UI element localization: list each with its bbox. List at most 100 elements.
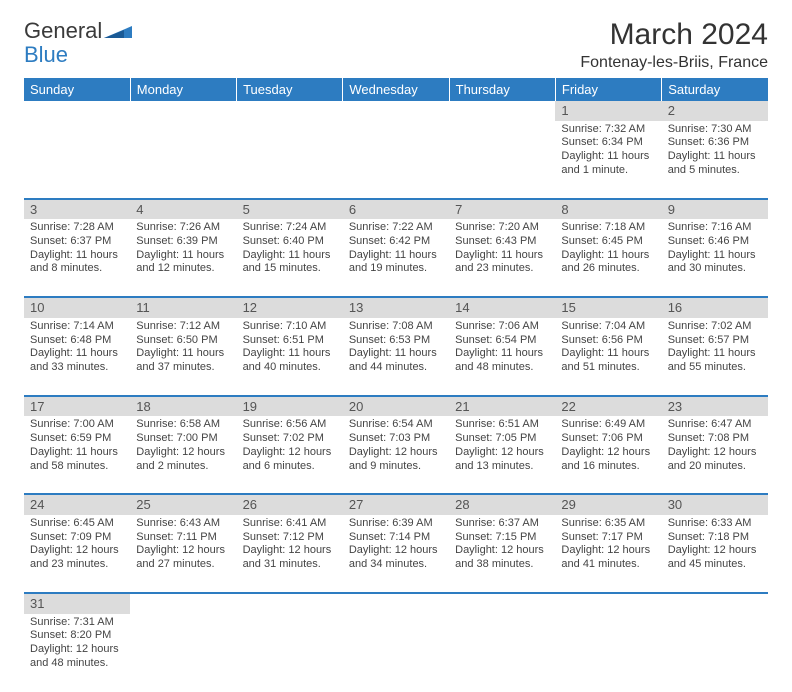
day-number-cell bbox=[237, 101, 343, 121]
day-number-cell bbox=[24, 101, 130, 121]
day-number-cell: 10 bbox=[24, 297, 130, 318]
day-cell bbox=[237, 121, 343, 199]
day-text: Daylight: 12 hours and 13 minutes. bbox=[455, 446, 549, 474]
sunset-text: Sunset: 6:39 PM bbox=[136, 235, 230, 249]
day-cell: Sunrise: 7:02 AMSunset: 6:57 PMDaylight:… bbox=[662, 318, 768, 396]
sunrise-text: Sunrise: 6:54 AM bbox=[349, 418, 443, 432]
day-number-cell: 5 bbox=[237, 199, 343, 220]
day-cell: Sunrise: 6:47 AMSunset: 7:08 PMDaylight:… bbox=[662, 416, 768, 494]
sunrise-text: Sunrise: 6:45 AM bbox=[30, 517, 124, 531]
day-text: Daylight: 11 hours and 40 minutes. bbox=[243, 347, 337, 375]
day-number-cell bbox=[449, 101, 555, 121]
day-text: Daylight: 12 hours and 20 minutes. bbox=[668, 446, 762, 474]
day-number-cell bbox=[343, 593, 449, 614]
day-info: Sunrise: 7:24 AMSunset: 6:40 PMDaylight:… bbox=[237, 219, 343, 280]
day-cell bbox=[449, 121, 555, 199]
sunset-text: Sunset: 6:36 PM bbox=[668, 136, 762, 150]
day-text: Daylight: 11 hours and 30 minutes. bbox=[668, 249, 762, 277]
day-number-cell: 31 bbox=[24, 593, 130, 614]
sunrise-text: Sunrise: 7:18 AM bbox=[561, 221, 655, 235]
day-cell: Sunrise: 7:06 AMSunset: 6:54 PMDaylight:… bbox=[449, 318, 555, 396]
day-cell: Sunrise: 6:58 AMSunset: 7:00 PMDaylight:… bbox=[130, 416, 236, 494]
day-cell: Sunrise: 7:20 AMSunset: 6:43 PMDaylight:… bbox=[449, 219, 555, 297]
day-text: Daylight: 12 hours and 45 minutes. bbox=[668, 544, 762, 572]
day-info: Sunrise: 7:16 AMSunset: 6:46 PMDaylight:… bbox=[662, 219, 768, 280]
day-info-row: Sunrise: 7:31 AMSunset: 8:20 PMDaylight:… bbox=[24, 614, 768, 692]
day-cell: Sunrise: 6:54 AMSunset: 7:03 PMDaylight:… bbox=[343, 416, 449, 494]
logo-text-blue: Blue bbox=[24, 42, 68, 68]
day-number-cell: 3 bbox=[24, 199, 130, 220]
sunrise-text: Sunrise: 7:24 AM bbox=[243, 221, 337, 235]
day-text: Daylight: 12 hours and 6 minutes. bbox=[243, 446, 337, 474]
day-cell: Sunrise: 6:56 AMSunset: 7:02 PMDaylight:… bbox=[237, 416, 343, 494]
sunset-text: Sunset: 6:42 PM bbox=[349, 235, 443, 249]
day-info-row: Sunrise: 7:14 AMSunset: 6:48 PMDaylight:… bbox=[24, 318, 768, 396]
day-number-cell: 20 bbox=[343, 396, 449, 417]
day-text: Daylight: 12 hours and 31 minutes. bbox=[243, 544, 337, 572]
day-info-row: Sunrise: 7:28 AMSunset: 6:37 PMDaylight:… bbox=[24, 219, 768, 297]
day-info: Sunrise: 7:26 AMSunset: 6:39 PMDaylight:… bbox=[130, 219, 236, 280]
day-text: Daylight: 11 hours and 44 minutes. bbox=[349, 347, 443, 375]
day-number-cell: 27 bbox=[343, 494, 449, 515]
day-cell: Sunrise: 7:30 AMSunset: 6:36 PMDaylight:… bbox=[662, 121, 768, 199]
day-number-cell: 11 bbox=[130, 297, 236, 318]
day-info: Sunrise: 6:33 AMSunset: 7:18 PMDaylight:… bbox=[662, 515, 768, 576]
day-text: Daylight: 12 hours and 2 minutes. bbox=[136, 446, 230, 474]
day-number-cell bbox=[449, 593, 555, 614]
day-cell bbox=[449, 614, 555, 692]
day-text: Daylight: 12 hours and 16 minutes. bbox=[561, 446, 655, 474]
sunset-text: Sunset: 7:02 PM bbox=[243, 432, 337, 446]
day-info: Sunrise: 6:54 AMSunset: 7:03 PMDaylight:… bbox=[343, 416, 449, 477]
sunset-text: Sunset: 6:59 PM bbox=[30, 432, 124, 446]
header: General March 2024 Fontenay-les-Briis, F… bbox=[24, 18, 768, 72]
sunrise-text: Sunrise: 6:43 AM bbox=[136, 517, 230, 531]
logo-text-general: General bbox=[24, 18, 102, 44]
day-number-cell bbox=[343, 101, 449, 121]
sunrise-text: Sunrise: 7:00 AM bbox=[30, 418, 124, 432]
sunset-text: Sunset: 6:53 PM bbox=[349, 334, 443, 348]
day-number-cell: 2 bbox=[662, 101, 768, 121]
sunset-text: Sunset: 7:08 PM bbox=[668, 432, 762, 446]
sunrise-text: Sunrise: 6:35 AM bbox=[561, 517, 655, 531]
day-text: Daylight: 12 hours and 34 minutes. bbox=[349, 544, 443, 572]
daynum-row: 17181920212223 bbox=[24, 396, 768, 417]
day-number-cell: 24 bbox=[24, 494, 130, 515]
day-info: Sunrise: 7:32 AMSunset: 6:34 PMDaylight:… bbox=[555, 121, 661, 182]
sunset-text: Sunset: 7:18 PM bbox=[668, 531, 762, 545]
sunset-text: Sunset: 6:56 PM bbox=[561, 334, 655, 348]
day-info: Sunrise: 7:18 AMSunset: 6:45 PMDaylight:… bbox=[555, 219, 661, 280]
day-info: Sunrise: 7:28 AMSunset: 6:37 PMDaylight:… bbox=[24, 219, 130, 280]
day-info: Sunrise: 6:35 AMSunset: 7:17 PMDaylight:… bbox=[555, 515, 661, 576]
sunrise-text: Sunrise: 7:06 AM bbox=[455, 320, 549, 334]
day-number-cell bbox=[662, 593, 768, 614]
day-info-row: Sunrise: 6:45 AMSunset: 7:09 PMDaylight:… bbox=[24, 515, 768, 593]
sunset-text: Sunset: 7:05 PM bbox=[455, 432, 549, 446]
sunrise-text: Sunrise: 7:10 AM bbox=[243, 320, 337, 334]
day-number-cell: 29 bbox=[555, 494, 661, 515]
day-cell: Sunrise: 7:26 AMSunset: 6:39 PMDaylight:… bbox=[130, 219, 236, 297]
day-info: Sunrise: 7:10 AMSunset: 6:51 PMDaylight:… bbox=[237, 318, 343, 379]
day-cell bbox=[130, 614, 236, 692]
day-text: Daylight: 12 hours and 27 minutes. bbox=[136, 544, 230, 572]
sunset-text: Sunset: 7:12 PM bbox=[243, 531, 337, 545]
day-info: Sunrise: 6:47 AMSunset: 7:08 PMDaylight:… bbox=[662, 416, 768, 477]
sunset-text: Sunset: 6:46 PM bbox=[668, 235, 762, 249]
sunrise-text: Sunrise: 6:41 AM bbox=[243, 517, 337, 531]
sunrise-text: Sunrise: 6:47 AM bbox=[668, 418, 762, 432]
day-cell: Sunrise: 6:39 AMSunset: 7:14 PMDaylight:… bbox=[343, 515, 449, 593]
day-info: Sunrise: 6:39 AMSunset: 7:14 PMDaylight:… bbox=[343, 515, 449, 576]
sunset-text: Sunset: 6:34 PM bbox=[561, 136, 655, 150]
daynum-row: 3456789 bbox=[24, 199, 768, 220]
day-cell: Sunrise: 7:12 AMSunset: 6:50 PMDaylight:… bbox=[130, 318, 236, 396]
day-info: Sunrise: 6:58 AMSunset: 7:00 PMDaylight:… bbox=[130, 416, 236, 477]
day-cell bbox=[662, 614, 768, 692]
day-number-cell: 15 bbox=[555, 297, 661, 318]
sunrise-text: Sunrise: 7:22 AM bbox=[349, 221, 443, 235]
day-text: Daylight: 11 hours and 19 minutes. bbox=[349, 249, 443, 277]
day-number-cell bbox=[555, 593, 661, 614]
day-cell bbox=[130, 121, 236, 199]
day-text: Daylight: 11 hours and 37 minutes. bbox=[136, 347, 230, 375]
day-number-cell: 9 bbox=[662, 199, 768, 220]
day-info: Sunrise: 7:00 AMSunset: 6:59 PMDaylight:… bbox=[24, 416, 130, 477]
day-text: Daylight: 12 hours and 9 minutes. bbox=[349, 446, 443, 474]
